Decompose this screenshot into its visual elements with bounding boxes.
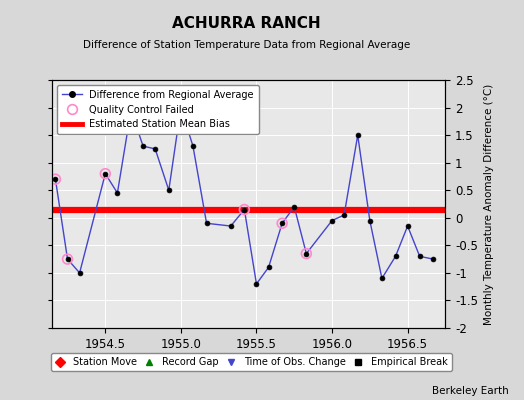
Text: Berkeley Earth: Berkeley Earth: [432, 386, 508, 396]
Text: Difference of Station Temperature Data from Regional Average: Difference of Station Temperature Data f…: [83, 40, 410, 50]
Y-axis label: Monthly Temperature Anomaly Difference (°C): Monthly Temperature Anomaly Difference (…: [484, 83, 494, 325]
Point: [101, 170, 110, 177]
Point: [51, 176, 60, 182]
Point: [302, 250, 311, 257]
Text: ACHURRA RANCH: ACHURRA RANCH: [172, 16, 321, 31]
Legend: Difference from Regional Average, Quality Control Failed, Estimated Station Mean: Difference from Regional Average, Qualit…: [57, 85, 259, 134]
Point: [278, 220, 286, 226]
Point: [63, 256, 72, 262]
Legend: Station Move, Record Gap, Time of Obs. Change, Empirical Break: Station Move, Record Gap, Time of Obs. C…: [51, 353, 452, 371]
Point: [240, 206, 248, 213]
